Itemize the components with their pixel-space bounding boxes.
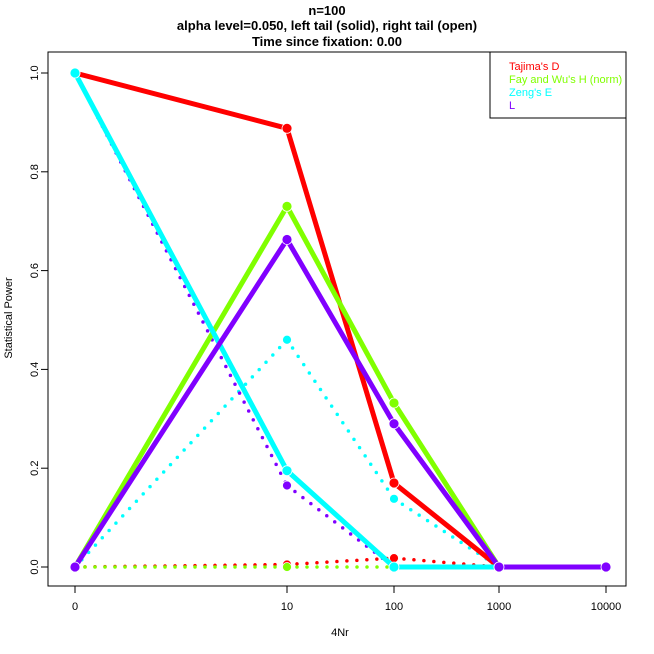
left-tail-point	[493, 561, 505, 573]
series-left-tail	[69, 67, 612, 573]
x-tick-label: 1000	[487, 601, 511, 613]
right-tail-point	[282, 480, 292, 491]
left-tail-point	[281, 465, 293, 477]
y-tick-label: 1.0	[29, 65, 41, 80]
left-tail-point	[281, 122, 293, 134]
right-tail-segment	[285, 556, 396, 567]
left-tail-point	[388, 418, 400, 430]
right-tail-point	[282, 334, 292, 345]
left-tail-point	[69, 561, 81, 573]
left-tail-point	[388, 561, 400, 573]
left-tail-point	[388, 397, 400, 409]
right-tail-point	[389, 493, 399, 504]
x-tick-label: 10	[281, 601, 293, 613]
right-tail-point	[282, 562, 292, 572]
title-line-2: alpha level=0.050, left tail (solid), ri…	[177, 18, 477, 33]
left-tail-point	[388, 477, 400, 489]
series-right-tail	[70, 68, 611, 572]
left-tail-line	[74, 70, 606, 570]
right-tail-series	[70, 68, 611, 572]
left-tail-line	[72, 71, 606, 570]
legend-entry: Fay and Wu's H (norm)	[509, 74, 622, 86]
y-tick-label: 0.4	[29, 362, 41, 377]
right-tail-segment	[392, 497, 501, 569]
left-tail-point	[69, 67, 81, 79]
y-tick-label: 0.0	[29, 559, 41, 574]
left-tail-series	[69, 67, 612, 573]
y-axis-label: Statistical Power	[3, 277, 15, 359]
legend-entry: L	[509, 100, 515, 112]
title-line-1: n=100	[308, 3, 345, 18]
y-axis: 0.0 0.2 0.4 0.6 0.8 1.0	[29, 65, 49, 575]
right-tail-segment	[285, 338, 396, 501]
y-tick-label: 0.6	[29, 263, 41, 278]
y-tick-label: 0.2	[29, 461, 41, 476]
x-tick-label: 0	[72, 601, 78, 613]
left-tail-point	[600, 561, 612, 573]
series-left-tail	[69, 234, 612, 573]
chart-title: n=100 alpha level=0.050, left tail (soli…	[177, 3, 477, 49]
plot-frame	[47, 51, 627, 587]
x-axis-label: 4Nr	[331, 627, 349, 639]
x-axis: 0 10 100 1000 10000	[72, 585, 622, 613]
left-tail-line	[72, 203, 606, 570]
left-tail-point	[281, 200, 293, 212]
x-tick-label: 10000	[591, 601, 622, 613]
series-left-tail	[69, 67, 612, 573]
right-tail-segment	[73, 338, 289, 569]
legend-entry: Tajima's D	[509, 61, 559, 73]
x-tick-label: 100	[385, 601, 403, 613]
y-tick-label: 0.8	[29, 164, 41, 179]
legend-box	[489, 51, 627, 119]
title-line-3: Time since fixation: 0.00	[252, 34, 402, 49]
left-tail-point	[281, 234, 293, 245]
legend-entry: Zeng's E	[509, 87, 552, 99]
